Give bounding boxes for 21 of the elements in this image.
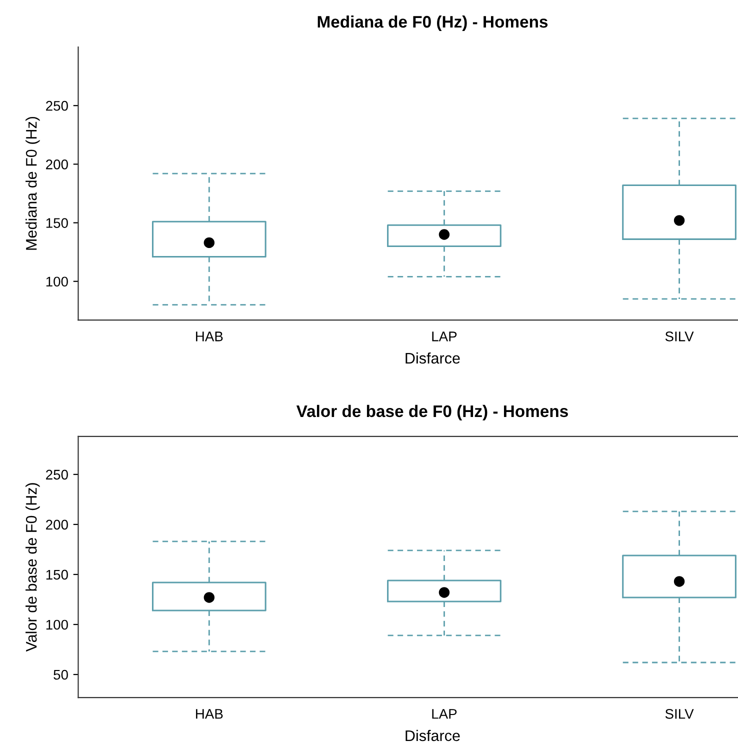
x-axis-title: Disfarce [406, 730, 460, 742]
y-tick-label: 150 [46, 218, 68, 228]
chart-title: Valor de base de F0 (Hz) - Homens [296, 404, 568, 420]
x-tick-label: HAB [196, 709, 223, 719]
y-tick-label: 100 [46, 276, 68, 287]
y-tick-label: 200 [46, 520, 68, 530]
y-tick-label: 200 [46, 160, 68, 170]
x-tick-label: SILV [665, 332, 694, 342]
y-axis-title: Mediana de F0 (Hz) [26, 116, 40, 250]
y-axis-title: Valor de base de F0 (Hz) [26, 483, 40, 652]
y-tick-label: 250 [46, 100, 68, 111]
x-tick-label: LAP [432, 709, 457, 719]
y-tick-label: 150 [46, 570, 68, 580]
x-axis-title: Disfarce [406, 352, 460, 364]
x-tick-label: LAP [432, 332, 457, 342]
x-tick-label: HAB [196, 332, 223, 342]
y-tick-label: 250 [46, 470, 68, 480]
y-tick-label: 50 [54, 670, 68, 680]
chart-title: Mediana de F0 (Hz) - Homens [318, 15, 548, 32]
y-tick-label: 100 [46, 620, 68, 630]
x-tick-label: SILV [665, 708, 694, 719]
